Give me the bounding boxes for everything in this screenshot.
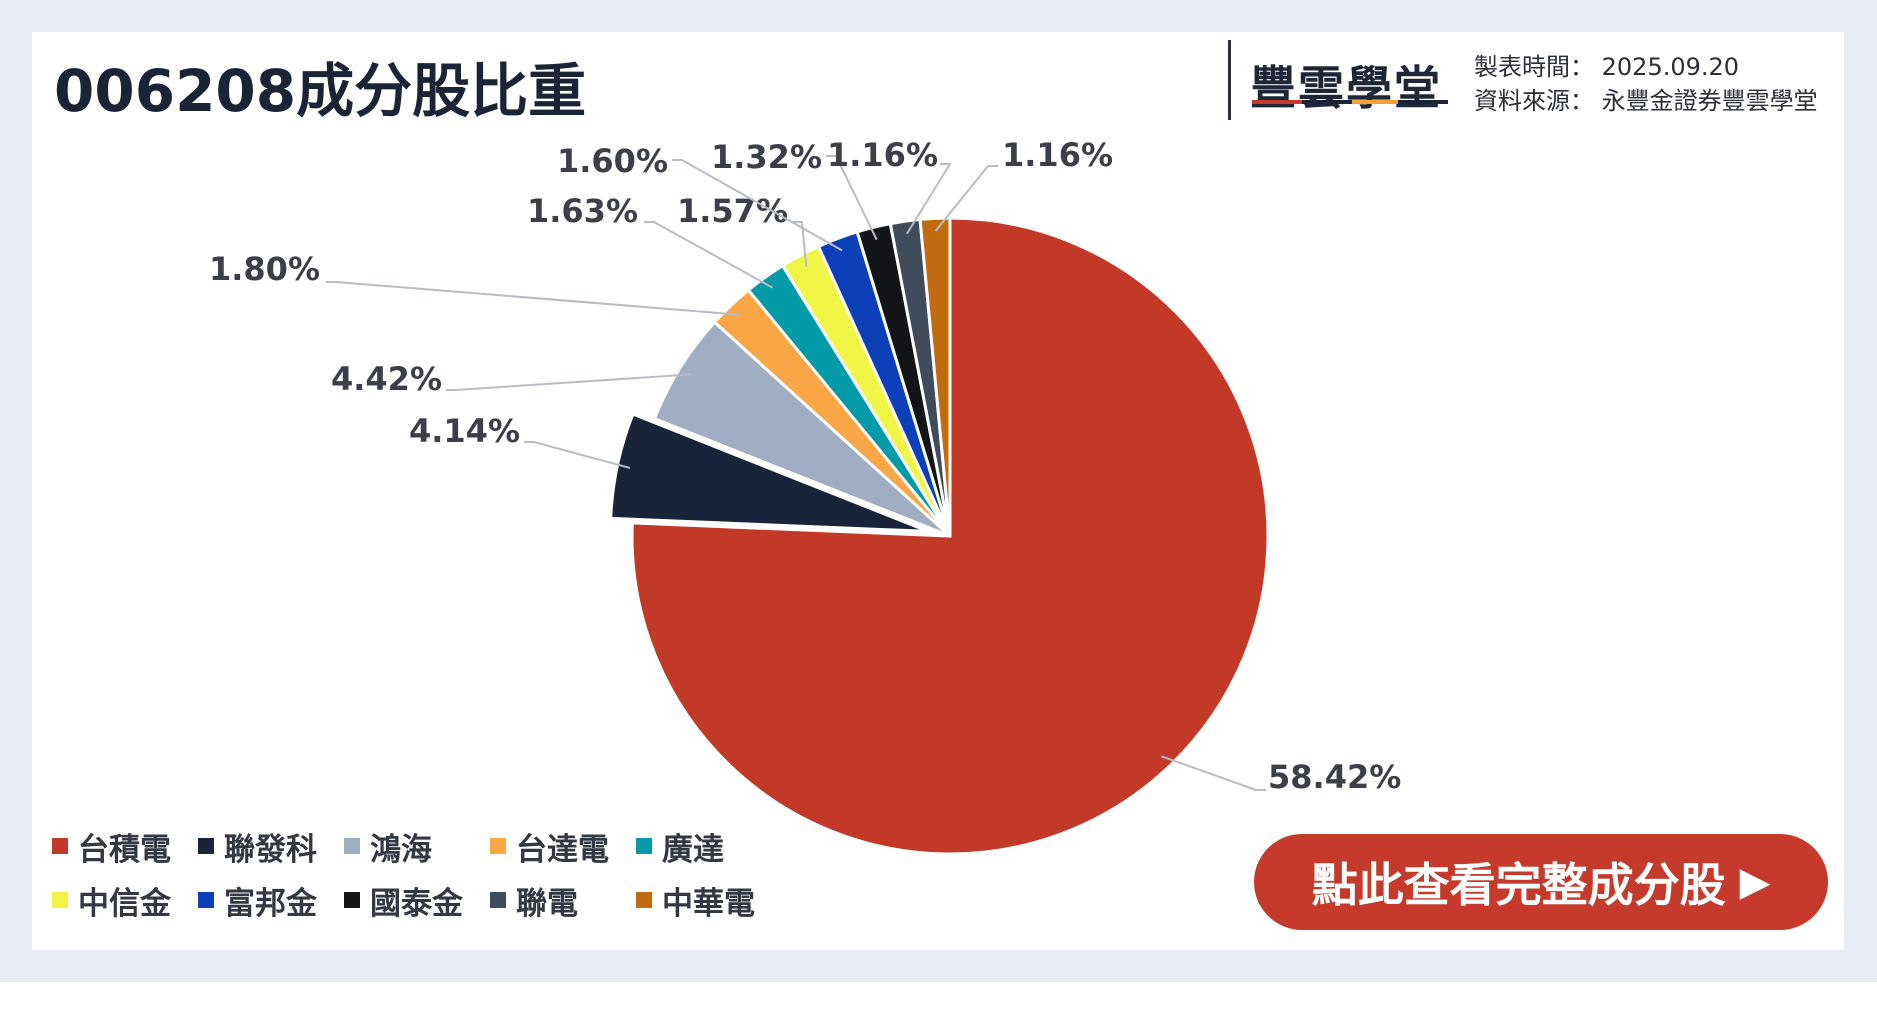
legend-label: 國泰金 <box>370 885 463 922</box>
legend-swatch <box>52 892 68 908</box>
meta-time-label: 製表時間 <box>1474 53 1570 81</box>
leader-line <box>524 441 631 469</box>
data-label: 4.42% <box>331 360 442 398</box>
leader-line <box>644 221 774 289</box>
legend-swatch <box>198 838 214 854</box>
legend-item: 中信金 <box>52 880 171 922</box>
brand-bar-segment <box>1252 100 1302 104</box>
legend-label: 中華電 <box>662 885 755 922</box>
legend-label: 聯發科 <box>224 831 317 868</box>
leader-line <box>1161 755 1266 791</box>
meta-time-value: 2025.09.20 <box>1601 53 1740 81</box>
legend-item: 鴻海 <box>344 826 432 868</box>
legend-swatch <box>344 838 360 854</box>
data-label: 1.57% <box>677 192 788 230</box>
data-label: 1.32% <box>711 138 822 176</box>
legend-label: 台積電 <box>78 831 171 868</box>
legend-swatch <box>490 892 506 908</box>
legend-label: 台達電 <box>516 831 609 868</box>
legend-item: 聯發科 <box>198 826 317 868</box>
meta-source-value: 永豐金證券豐雲學堂 <box>1601 87 1818 115</box>
data-label: 1.80% <box>209 250 320 288</box>
legend-item: 台積電 <box>52 826 171 868</box>
legend-swatch <box>636 838 652 854</box>
chart-meta: 製表時間： 2025.09.20 資料來源： 永豐金證券豐雲學堂 <box>1474 50 1818 118</box>
legend-item: 富邦金 <box>198 880 317 922</box>
pie-slice <box>918 216 952 537</box>
data-label: 4.14% <box>409 412 520 450</box>
meta-source-row: 資料來源： 永豐金證券豐雲學堂 <box>1474 87 1818 115</box>
legend-item: 國泰金 <box>344 880 463 922</box>
legend-swatch <box>490 838 506 854</box>
data-label: 1.60% <box>557 142 668 180</box>
leader-line <box>672 159 843 252</box>
brand-bar-segment <box>1352 100 1398 104</box>
brand-logo: 豐雲學堂 <box>1250 61 1442 115</box>
chart-legend: 台積電 聯發科 鴻海 台達電 廣達中信金 富邦金 國泰金 聯電 中華電 <box>52 826 792 946</box>
legend-item: 台達電 <box>490 826 609 868</box>
brand-underline <box>1252 100 1448 104</box>
legend-label: 富邦金 <box>224 885 317 922</box>
legend-label: 聯電 <box>516 885 578 922</box>
leader-line <box>792 221 808 267</box>
legend-label: 中信金 <box>78 885 171 922</box>
legend-item: 廣達 <box>636 826 724 868</box>
legend-swatch <box>198 892 214 908</box>
data-label: 1.16% <box>827 136 938 174</box>
legend-label: 鴻海 <box>370 831 432 868</box>
leader-line <box>934 165 998 232</box>
legend-item: 中華電 <box>636 880 755 922</box>
header-divider <box>1228 40 1231 120</box>
legend-label: 廣達 <box>662 831 724 868</box>
meta-source-label: 資料來源 <box>1474 87 1570 115</box>
legend-swatch <box>52 838 68 854</box>
leader-line <box>326 281 740 316</box>
leader-line <box>906 163 952 235</box>
pie-slice <box>630 216 1270 856</box>
meta-time-row: 製表時間： 2025.09.20 <box>1474 53 1740 81</box>
data-label: 58.42% <box>1268 758 1401 796</box>
view-full-holdings-button[interactable]: 點此查看完整成分股 ▶ <box>1254 834 1828 930</box>
legend-item: 聯電 <box>490 880 578 922</box>
play-triangle-icon: ▶ <box>1739 859 1771 905</box>
page-title: 006208成分股比重 <box>54 57 587 125</box>
data-label: 1.63% <box>527 192 638 230</box>
leader-line <box>446 373 692 391</box>
legend-swatch <box>636 892 652 908</box>
view-full-holdings-label: 點此查看完整成分股 <box>1311 858 1726 912</box>
leader-line <box>826 155 878 241</box>
legend-swatch <box>344 892 360 908</box>
brand-bar-segment <box>1302 100 1352 104</box>
brand-bar-segment <box>1398 100 1448 104</box>
data-label: 1.16% <box>1002 136 1113 174</box>
